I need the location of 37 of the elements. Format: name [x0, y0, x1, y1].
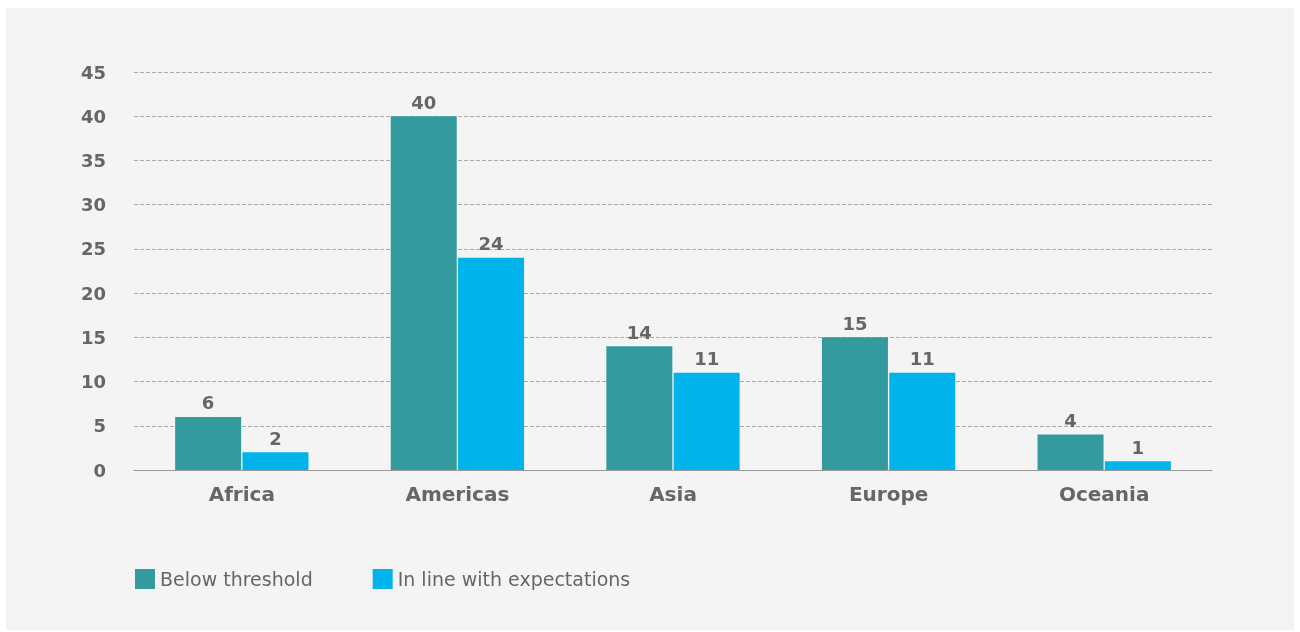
- y-tick-label: 10: [80, 371, 106, 393]
- data-label: 24: [478, 233, 504, 255]
- x-tick-label: Europe: [848, 482, 929, 506]
- legend-label: In line with expectations: [397, 568, 631, 590]
- bar: [458, 257, 525, 470]
- bar: [1037, 434, 1104, 470]
- y-tick-label: 20: [80, 282, 106, 304]
- bar: [390, 116, 457, 470]
- y-tick-label: 30: [80, 194, 106, 216]
- data-label: 11: [909, 348, 935, 370]
- y-tick-label: 40: [80, 105, 106, 127]
- data-label: 15: [842, 312, 868, 334]
- bar: [889, 372, 956, 470]
- data-label: 4: [1064, 410, 1077, 432]
- y-tick-label: 25: [80, 238, 106, 260]
- x-tick-label: Americas: [405, 482, 510, 506]
- x-tick-label: Africa: [208, 482, 275, 506]
- bar: [606, 346, 673, 470]
- data-label: 40: [411, 91, 437, 113]
- data-label: 2: [269, 427, 282, 449]
- bar: [1104, 461, 1171, 470]
- data-label: 1: [1131, 436, 1145, 458]
- data-label: 14: [626, 321, 652, 343]
- y-tick-label: 45: [80, 61, 106, 83]
- legend-label: Below threshold: [160, 568, 313, 590]
- data-label: 11: [694, 348, 720, 370]
- bar: [175, 416, 242, 470]
- x-tick-label: Asia: [649, 482, 697, 506]
- x-tick-label: Oceania: [1058, 482, 1150, 506]
- y-tick-label: 15: [80, 326, 106, 348]
- bar: [242, 452, 309, 470]
- y-tick-label: 0: [93, 459, 106, 481]
- bar: [673, 372, 740, 470]
- y-tick-label: 5: [93, 415, 106, 437]
- data-label: 6: [201, 392, 215, 414]
- y-tick-label: 35: [80, 149, 106, 171]
- bar: [821, 337, 888, 470]
